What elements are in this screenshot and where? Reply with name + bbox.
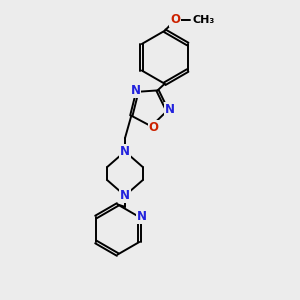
Text: N: N — [120, 189, 130, 202]
Text: O: O — [148, 121, 158, 134]
Text: O: O — [170, 13, 180, 26]
Text: N: N — [120, 145, 130, 158]
Text: N: N — [165, 103, 175, 116]
Text: N: N — [130, 84, 140, 97]
Text: N: N — [136, 211, 147, 224]
Text: CH₃: CH₃ — [193, 15, 215, 25]
